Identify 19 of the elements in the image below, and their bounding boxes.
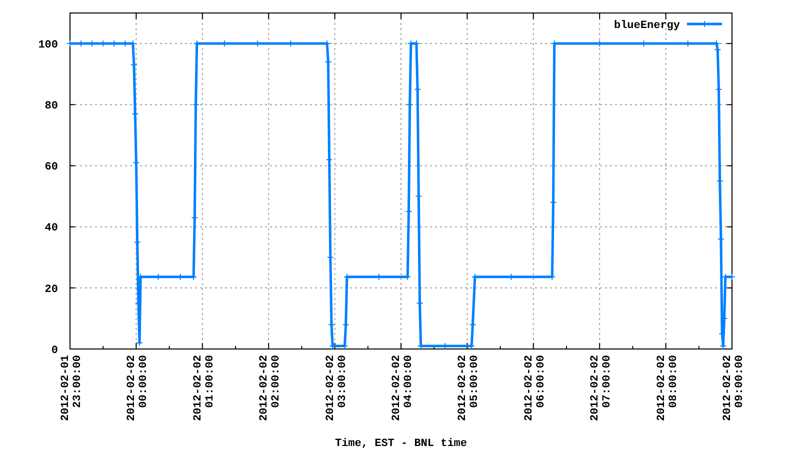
x-tick-label: 2012-02-02 06:00:00 (523, 355, 548, 422)
x-tick-label: 2012-02-02 08:00:00 (656, 355, 680, 422)
x-tick-label: 2012-02-02 00:00:00 (126, 355, 150, 422)
y-tick-label: 80 (44, 100, 58, 112)
legend-label: blueEnergy (614, 20, 680, 32)
x-tick-label: 2012-02-02 09:00:00 (722, 355, 746, 422)
x-tick-label: 2012-02-02 05:00:00 (457, 355, 482, 422)
x-tick-label: 2012-02-02 07:00:00 (590, 355, 614, 422)
y-tick-label: 60 (44, 162, 58, 174)
y-tick-label: 0 (51, 344, 58, 357)
x-tick-label: 2012-02-01 23:00:00 (60, 354, 84, 422)
y-tick-label: 100 (38, 39, 58, 52)
x-tick-label: 2012-02-02 01:00:00 (192, 355, 216, 422)
x-axis-title: Time, EST - BNL time (334, 438, 468, 450)
x-tick-label: 2012-02-02 02:00:00 (258, 355, 283, 422)
x-tick-label: 2012-02-02 03:00:00 (324, 355, 349, 422)
y-tick-label: 40 (44, 222, 58, 235)
y-tick-label: 20 (44, 284, 58, 296)
x-tick-label: 2012-02-02 04:00:00 (391, 355, 415, 422)
